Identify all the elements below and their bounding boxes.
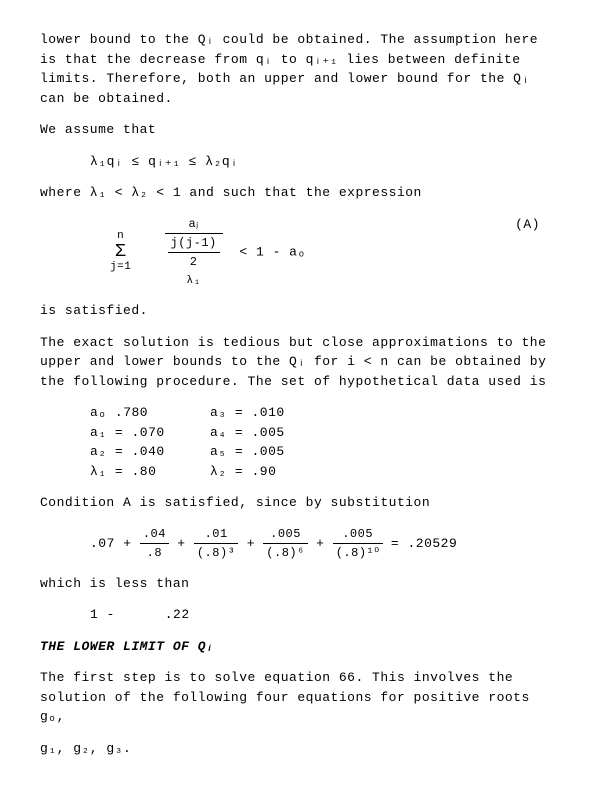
sum-lower: j=1 — [110, 259, 131, 276]
paragraph-roots: g₁, g₂, g₃. — [40, 739, 560, 759]
frac-numerator: aⱼ — [165, 215, 223, 234]
data-table: aₒ .780a₃ = .010 a₁ = .070a₄ = .005 a₂ =… — [90, 403, 560, 481]
equation-a: n Σ j=1 aⱼ j(j-1) 2 λ₁ < 1 - aₒ (A) — [110, 215, 560, 290]
sigma-symbol: Σ — [110, 245, 131, 259]
paragraph-satisfied: is satisfied. — [40, 301, 560, 321]
equation-c: 1 - .22 — [90, 605, 560, 625]
equation-b: .07 + .04.8 + .01(.8)³ + .005(.8)⁶ + .00… — [90, 525, 560, 562]
section-heading: THE LOWER LIMIT OF Qᵢ — [40, 637, 560, 657]
paragraph-where: where λ₁ < λ₂ < 1 and such that the expr… — [40, 183, 560, 203]
paragraph-assume: We assume that — [40, 120, 560, 140]
equation-label: (A) — [515, 215, 540, 235]
frac-denominator: j(j-1) 2 λ₁ — [165, 234, 223, 290]
paragraph-intro: lower bound to the Qᵢ could be obtained.… — [40, 30, 560, 108]
equation-1: λ₁qᵢ ≤ qᵢ₊₁ ≤ λ₂qᵢ — [90, 152, 560, 172]
paragraph-exact: The exact solution is tedious but close … — [40, 333, 560, 392]
paragraph-firststep: The first step is to solve equation 66. … — [40, 668, 560, 727]
paragraph-lessthan: which is less than — [40, 574, 560, 594]
equation-rhs: < 1 - aₒ — [239, 244, 305, 259]
paragraph-condition: Condition A is satisfied, since by subst… — [40, 493, 560, 513]
